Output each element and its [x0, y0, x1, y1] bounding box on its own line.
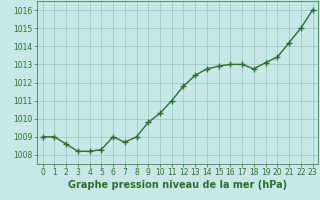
X-axis label: Graphe pression niveau de la mer (hPa): Graphe pression niveau de la mer (hPa): [68, 180, 287, 190]
